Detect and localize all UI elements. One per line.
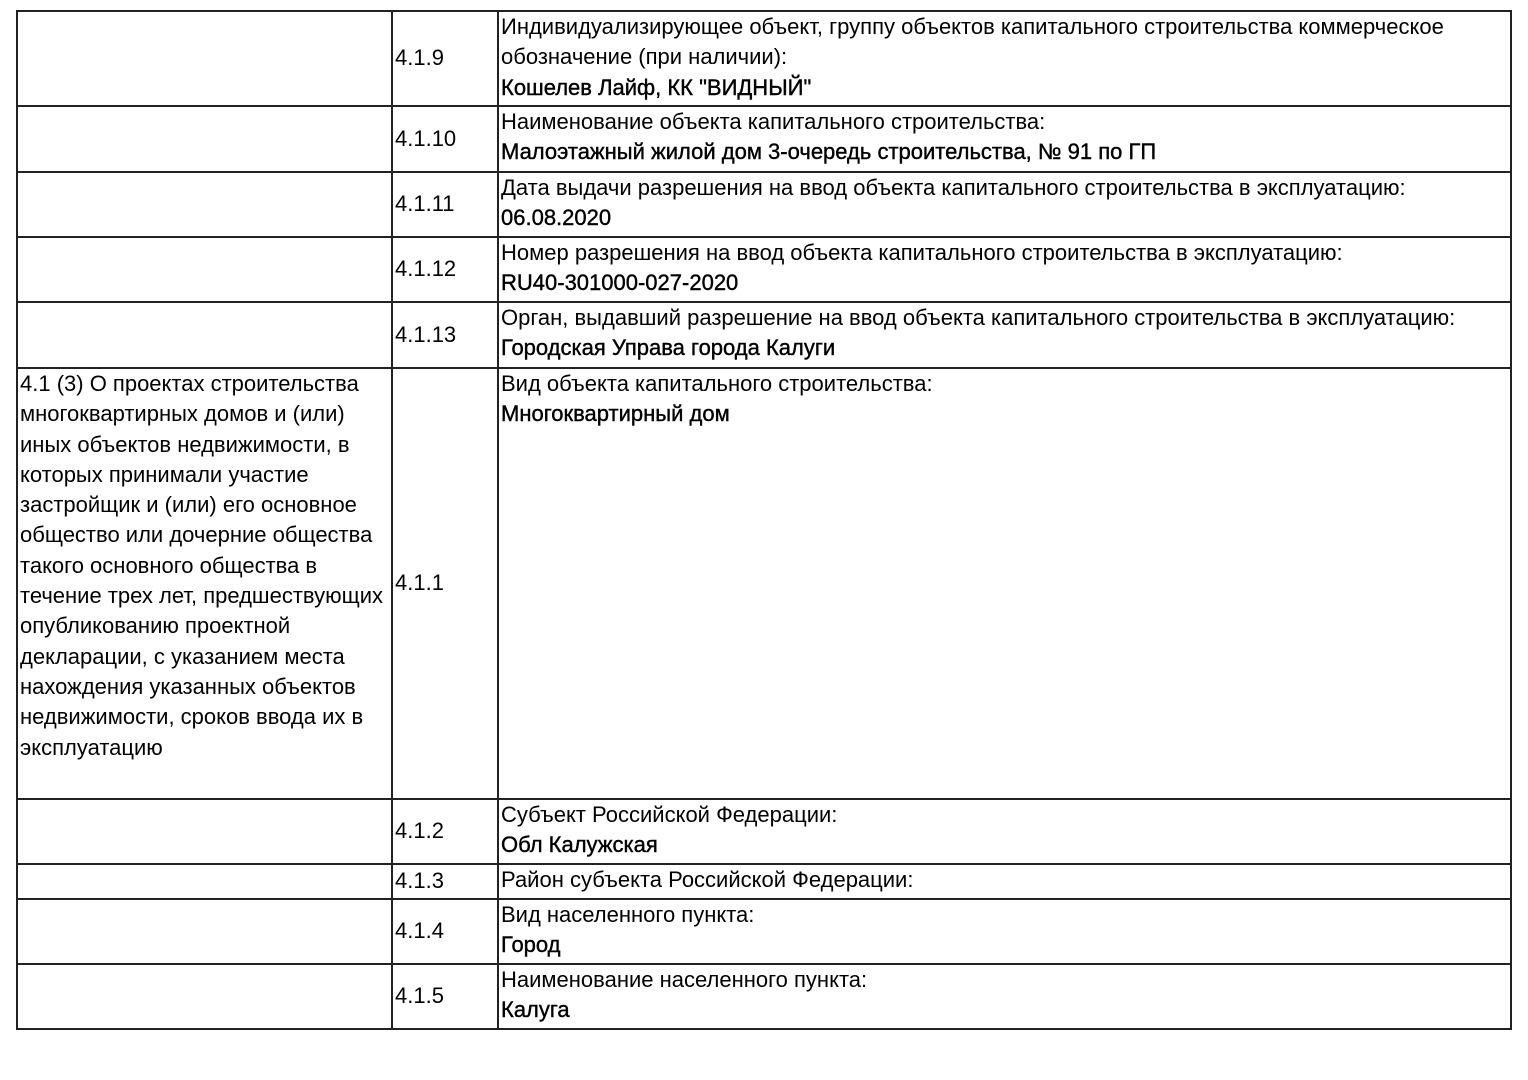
content-cell: Наименование населенного пункта: Калуга (497, 963, 1512, 1030)
content-cell: Субъект Российской Федерации: Обл Калужск… (497, 798, 1512, 865)
table-row: 4.1.5 Наименование населенного пункта: Ка… (16, 963, 1512, 1030)
code-cell: 4.1.11 (391, 171, 499, 238)
field-value: Кошелев Лайф, КК "ВИДНЫЙ" (501, 74, 812, 100)
content-cell: Вид объекта капитального строительства: М… (497, 367, 1512, 800)
field-label: Индивидуализирующее объект, группу объек… (501, 14, 1444, 70)
content-cell: Орган, выдавший разрешение на ввод объек… (497, 301, 1512, 369)
field-label: Вид объекта капитального строительства: (501, 371, 933, 396)
field-label: Дата выдачи разрешения на ввод объекта к… (501, 175, 1406, 200)
code-cell: 4.1.12 (391, 236, 499, 303)
code-cell: 4.1.10 (391, 105, 499, 173)
field-label: Орган, выдавший разрешение на ввод объек… (501, 305, 1456, 330)
code-cell: 4.1.1 (391, 367, 499, 800)
field-value: Малоэтажный жилой дом 3-очередь строител… (501, 139, 1157, 165)
field-value: Обл Калужская (501, 832, 658, 858)
field-value: Многоквартирный дом (501, 401, 730, 427)
section-cell (16, 863, 393, 900)
content-cell: Дата выдачи разрешения на ввод объекта к… (497, 171, 1512, 238)
field-label: Наименование объекта капитального строит… (501, 109, 1046, 134)
table-row: 4.1.13 Орган, выдавший разрешение на вво… (16, 301, 1512, 369)
table-row: 4.1.4 Вид населенного пункта: Город (16, 898, 1512, 965)
field-value: 06.08.2020 (501, 205, 612, 231)
table-row: 4.1.9 Индивидуализирующее объект, группу… (16, 10, 1512, 107)
field-value: Городская Управа города Калуги (501, 335, 836, 361)
section-cell (16, 171, 393, 238)
field-value: Город (501, 932, 561, 958)
section-cell: 4.1 (3) О проектах строительства многокв… (16, 367, 393, 800)
code-cell: 4.1.4 (391, 898, 499, 965)
field-label: Наименование населенного пункта: (501, 967, 868, 992)
section-cell (16, 963, 393, 1030)
content-cell: Наименование объекта капитального строит… (497, 105, 1512, 173)
code-cell: 4.1.3 (391, 863, 499, 900)
section-cell (16, 105, 393, 173)
field-label: Субъект Российской Федерации: (501, 802, 838, 827)
field-value: Калуга (501, 997, 570, 1023)
field-label: Район субъекта Российской Федерации: (501, 867, 914, 892)
field-label: Номер разрешения на ввод объекта капитал… (501, 240, 1343, 265)
code-cell: 4.1.2 (391, 798, 499, 865)
content-cell: Район субъекта Российской Федерации: (497, 863, 1512, 900)
code-cell: 4.1.13 (391, 301, 499, 369)
code-cell: 4.1.5 (391, 963, 499, 1030)
field-label: Вид населенного пункта: (501, 902, 755, 927)
table-row: 4.1 (3) О проектах строительства многокв… (16, 367, 1512, 800)
field-value: RU40-301000-027-2020 (501, 270, 739, 296)
table-row: 4.1.2 Субъект Российской Федерации: Обл К… (16, 798, 1512, 865)
table-row: 4.1.3 Район субъекта Российской Федераци… (16, 863, 1512, 900)
table-row: 4.1.11 Дата выдачи разрешения на ввод об… (16, 171, 1512, 238)
declaration-table: 4.1.9 Индивидуализирующее объект, группу… (16, 10, 1512, 1030)
section-cell (16, 10, 393, 107)
code-cell: 4.1.9 (391, 10, 499, 107)
table-row: 4.1.12 Номер разрешения на ввод объекта … (16, 236, 1512, 303)
table-row: 4.1.10 Наименование объекта капитального… (16, 105, 1512, 173)
content-cell: Индивидуализирующее объект, группу объек… (497, 10, 1512, 107)
content-cell: Вид населенного пункта: Город (497, 898, 1512, 965)
section-cell (16, 301, 393, 369)
section-cell (16, 898, 393, 965)
section-cell (16, 236, 393, 303)
section-cell (16, 798, 393, 865)
content-cell: Номер разрешения на ввод объекта капитал… (497, 236, 1512, 303)
